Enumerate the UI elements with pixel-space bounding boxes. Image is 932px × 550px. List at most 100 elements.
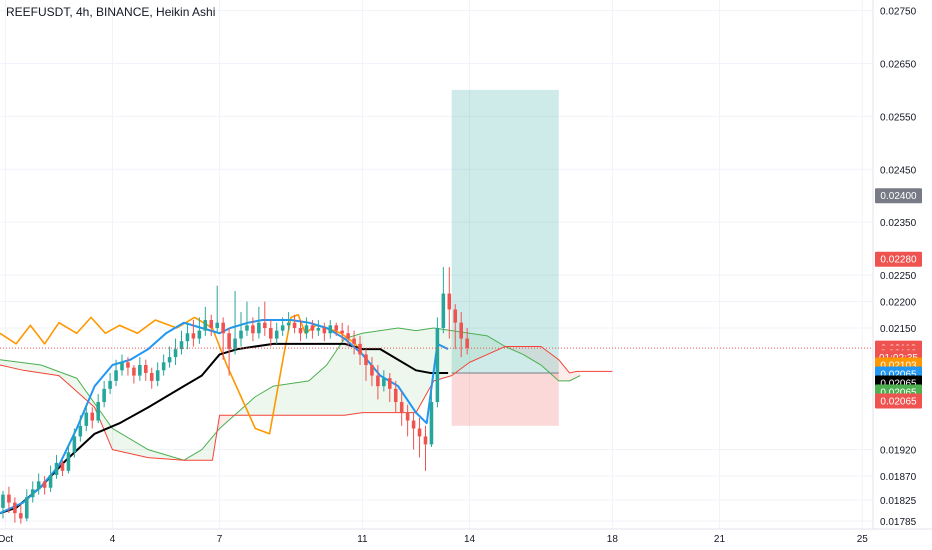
- candle-body: [465, 338, 469, 349]
- candle-body: [435, 327, 440, 403]
- candle-body: [245, 325, 249, 331]
- candle-body: [42, 481, 47, 488]
- candle-body: [346, 333, 350, 339]
- candle-body: [60, 462, 65, 471]
- candle-body: [459, 322, 463, 339]
- time-tick-label: 25: [857, 534, 869, 545]
- candle-body: [453, 309, 458, 323]
- price-tag-label: 0.02065: [880, 387, 917, 398]
- candle-body: [447, 293, 452, 310]
- stop-zone: [451, 372, 559, 426]
- candle-body: [358, 343, 362, 355]
- candle-body: [370, 365, 374, 376]
- candle-body: [114, 370, 118, 381]
- price-tags: 0.024000.022800.021120.0210301:02:350.02…: [875, 188, 922, 409]
- price-tick-label: 0.01785: [880, 517, 917, 528]
- long-position-tool[interactable]: [451, 89, 559, 426]
- senkou-span-b-line: [0, 345, 613, 461]
- candle-body: [54, 462, 59, 476]
- candle-body: [1, 494, 5, 508]
- candle-body: [382, 378, 386, 387]
- senkou-span-a-line: [0, 327, 581, 461]
- candle-body: [316, 327, 321, 331]
- candle-body: [185, 333, 190, 342]
- price-tick-label: 0.02750: [880, 7, 917, 18]
- candle-body: [197, 330, 202, 339]
- candle-body: [423, 436, 428, 445]
- candle-body: [227, 333, 231, 350]
- candle-body: [96, 402, 100, 421]
- candle-body: [322, 327, 327, 334]
- candle-body: [310, 325, 315, 331]
- candle-body: [84, 412, 89, 426]
- candle-body: [429, 402, 434, 445]
- candle-body: [19, 513, 23, 519]
- candle-body: [239, 330, 243, 339]
- price-tag-label: 0.02103: [880, 361, 917, 372]
- time-tick-label: 14: [464, 534, 476, 545]
- price-tick-label: 0.02550: [880, 112, 917, 123]
- price-tick-label: 0.02450: [880, 165, 917, 176]
- price-tag-label: 0.02065: [880, 378, 917, 389]
- price-tick-label: 0.02150: [880, 324, 917, 335]
- cloud-bearish: [505, 346, 581, 381]
- time-tick-label: Oct: [0, 534, 13, 545]
- candle-body: [36, 481, 41, 490]
- tenkan-sen-line: [0, 319, 449, 515]
- candle-body: [179, 341, 184, 350]
- price-tag: [875, 393, 922, 409]
- cloud-bearish: [217, 414, 236, 431]
- candle-body: [268, 327, 273, 339]
- candle-body: [292, 322, 297, 328]
- time-tick-label: 11: [357, 534, 368, 545]
- candle-body: [304, 325, 309, 334]
- time-axis[interactable]: Oct 4 7 11 14 18 21 25: [0, 534, 868, 545]
- candle-body: [233, 338, 237, 350]
- time-tick-label: 18: [607, 534, 619, 545]
- candle-body: [298, 327, 303, 334]
- price-tag: [875, 251, 922, 267]
- candle-body: [72, 436, 77, 453]
- candle-body: [209, 320, 214, 328]
- price-tick-label: 0.02650: [880, 59, 917, 70]
- price-tick-label: 0.02200: [880, 298, 917, 309]
- candle-body: [126, 362, 130, 368]
- candle-body: [411, 420, 416, 429]
- cloud-bullish: [0, 359, 218, 461]
- candle-body: [161, 362, 166, 371]
- candle-body: [138, 365, 142, 376]
- chart-title: REEFUSDT, 4h, BINANCE, Heikin Ashi: [6, 5, 216, 19]
- time-tick-label: 4: [110, 534, 116, 545]
- candle-body: [13, 502, 17, 514]
- candle-body: [388, 378, 392, 389]
- candle-body: [24, 497, 29, 519]
- candle-body: [149, 372, 154, 381]
- price-axis[interactable]: 0.02750 0.02650 0.02550 0.02450 0.02350 0.022…: [880, 7, 917, 528]
- price-tick-label: 0.01870: [880, 472, 917, 483]
- candle-body: [364, 354, 368, 366]
- price-tag-label: 0.02065: [880, 396, 917, 407]
- price-tag: [875, 188, 922, 204]
- candle-body: [30, 489, 35, 498]
- candle-body: [78, 425, 83, 437]
- candles: [1, 267, 469, 524]
- candle-body: [167, 357, 172, 363]
- candle-body: [251, 325, 255, 334]
- candle-body: [441, 293, 446, 328]
- candle-body: [417, 428, 422, 437]
- candle-body: [132, 367, 136, 376]
- candle-body: [144, 365, 148, 373]
- price-tag-label: 0.02065: [880, 370, 917, 381]
- price-tag-label: 0.02280: [880, 255, 917, 266]
- time-tick-label: 21: [714, 534, 726, 545]
- candle-body: [173, 349, 178, 358]
- candle-body: [102, 388, 106, 403]
- candle-body: [399, 402, 404, 413]
- candle-body: [334, 325, 339, 331]
- price-tick-label: 0.02350: [880, 218, 917, 229]
- candle-body: [328, 325, 333, 334]
- candle-body: [203, 320, 208, 331]
- time-tick-label: 7: [217, 534, 223, 545]
- candle-body: [405, 412, 410, 421]
